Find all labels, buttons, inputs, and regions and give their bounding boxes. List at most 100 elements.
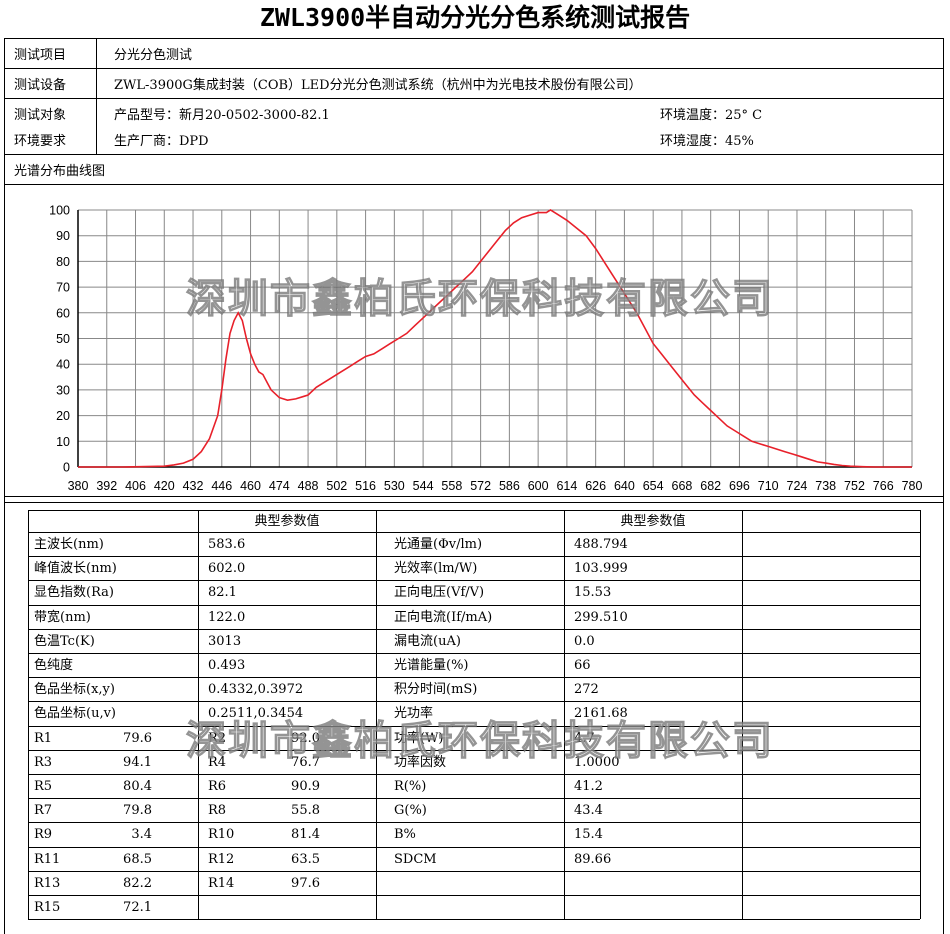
- table-rule: [920, 510, 921, 920]
- test-object-row: 测试对象 环境要求 产品型号：新月20-0502-3000-82.1 生产厂商：…: [4, 99, 944, 155]
- table-rule: [742, 510, 743, 920]
- test-item-label: 测试项目: [14, 47, 67, 63]
- x-tick-label: 696: [729, 479, 750, 493]
- param-value: 0.2511,0.3454: [208, 706, 304, 722]
- cri-label: R3: [34, 754, 53, 770]
- cri-value: 68.5: [123, 851, 152, 867]
- param-value: 1.0000: [574, 754, 620, 770]
- x-tick-label: 668: [672, 479, 693, 493]
- x-tick-label: 738: [815, 479, 836, 493]
- x-tick-label: 586: [499, 479, 520, 493]
- test-device-value: ZWL-3900G集成封装（COB）LED分光分色测试系统（杭州中为光电技术股份…: [114, 78, 642, 93]
- table-rule: [198, 510, 199, 920]
- x-tick-label: 640: [614, 479, 635, 493]
- param-value: 0.493: [208, 658, 246, 673]
- x-tick-label: 502: [326, 479, 347, 493]
- column-header: 典型参数值: [620, 514, 686, 529]
- x-tick-label: 780: [902, 479, 923, 493]
- param-value: 2161.68: [574, 706, 628, 722]
- param-label: 功率(W): [394, 730, 444, 746]
- column-header: 典型参数值: [254, 514, 320, 529]
- param-value: 0.0: [574, 633, 595, 649]
- param-value: 15.4: [574, 827, 603, 843]
- env-requirement-label: 环境要求: [14, 133, 67, 149]
- table-rule: [28, 510, 29, 920]
- param-label: B%: [394, 827, 416, 843]
- table-rule: [28, 556, 920, 558]
- param-label: 色纯度: [34, 658, 74, 673]
- env-humidity: 环境湿度：45%: [660, 133, 754, 149]
- x-tick-label: 614: [556, 479, 577, 493]
- x-tick-label: 654: [643, 479, 664, 493]
- table-rule: [28, 725, 920, 727]
- param-label: 正向电压(Vf/V): [394, 585, 485, 601]
- y-tick-label: 80: [56, 255, 70, 269]
- table-rule: [28, 870, 920, 872]
- report-frame: [4, 38, 944, 934]
- param-label: 色温Tc(K): [34, 633, 95, 649]
- env-temperature: 环境温度：25° C: [660, 107, 763, 123]
- param-label: 色品坐标(u,v): [34, 706, 116, 722]
- cri-label: R14: [208, 875, 235, 891]
- x-tick-label: 446: [211, 479, 232, 493]
- cri-label: R2: [208, 730, 227, 746]
- param-label: 功率因数: [394, 754, 447, 770]
- parameter-table: 典型参数值 典型参数值 主波长(nm) 583.6 光通量(Φv/lm) 488.794 峰…: [28, 510, 921, 934]
- spectrum-series-line: [78, 209, 912, 468]
- param-label: SDCM: [394, 851, 437, 867]
- x-tick-label: 766: [873, 479, 894, 493]
- spectrum-label-row: 光谱分布曲线图: [4, 155, 944, 185]
- table-rule: [28, 677, 920, 679]
- x-tick-label: 380: [68, 479, 89, 493]
- cri-label: R13: [34, 875, 61, 891]
- param-label: 光通量(Φv/lm): [394, 537, 483, 552]
- x-tick-label: 710: [758, 479, 779, 493]
- y-tick-label: 0: [63, 461, 70, 475]
- table-rule: [28, 846, 920, 848]
- table-rule: [28, 604, 920, 606]
- spectrum-chart: 380 392 406 420 432 446 460 474 488 502 516 530 544 5…: [4, 184, 944, 496]
- param-value: 15.53: [574, 585, 612, 601]
- x-tick-label: 460: [240, 479, 261, 493]
- x-tick-label: 432: [183, 479, 204, 493]
- param-value: 66: [574, 658, 591, 673]
- test-item-value: 分光分色测试: [114, 47, 193, 63]
- param-value: 89.66: [574, 851, 612, 867]
- cri-label: R6: [208, 779, 227, 794]
- param-label: 积分时间(mS): [394, 682, 478, 698]
- cri-label: R15: [34, 900, 61, 915]
- table-rule: [28, 628, 920, 630]
- cri-label: R4: [208, 754, 227, 770]
- x-tick-label: 474: [269, 479, 290, 493]
- x-tick-label: 724: [787, 479, 808, 493]
- cri-value: 92.0: [291, 730, 320, 746]
- y-tick-label: 70: [56, 281, 70, 295]
- param-label: 带宽(nm): [34, 609, 91, 625]
- param-label: 光功率: [394, 706, 434, 722]
- param-label: 光效率(lm/W): [394, 561, 478, 577]
- table-rule: [564, 510, 565, 920]
- y-tick-label: 40: [56, 358, 70, 372]
- x-tick-label: 600: [528, 479, 549, 493]
- param-value: 41.2: [574, 779, 603, 794]
- product-model: 产品型号：新月20-0502-3000-82.1: [114, 107, 330, 123]
- table-rule: [28, 774, 920, 775]
- param-value: 272: [574, 682, 599, 698]
- x-tick-label: 752: [844, 479, 865, 493]
- table-rule: [28, 919, 920, 921]
- y-tick-label: 20: [56, 409, 70, 423]
- x-tick-label: 406: [125, 479, 146, 493]
- cri-label: R7: [34, 803, 53, 819]
- param-value: 4.7: [574, 730, 595, 746]
- param-label: G(%): [394, 803, 427, 819]
- spectrum-chart-svg: 380 392 406 420 432 446 460 474 488 502 516 530 544 5…: [49, 204, 923, 494]
- y-tick-label: 60: [56, 306, 70, 320]
- cri-value: 55.8: [291, 803, 320, 819]
- test-object-label: 测试对象: [14, 107, 67, 123]
- cri-value: 82.2: [123, 875, 152, 891]
- param-value: 3013: [208, 633, 242, 649]
- cri-value: 80.4: [123, 779, 152, 794]
- param-value: 82.1: [208, 585, 237, 601]
- x-tick-label: 516: [355, 479, 376, 493]
- x-tick-label: 420: [154, 479, 175, 493]
